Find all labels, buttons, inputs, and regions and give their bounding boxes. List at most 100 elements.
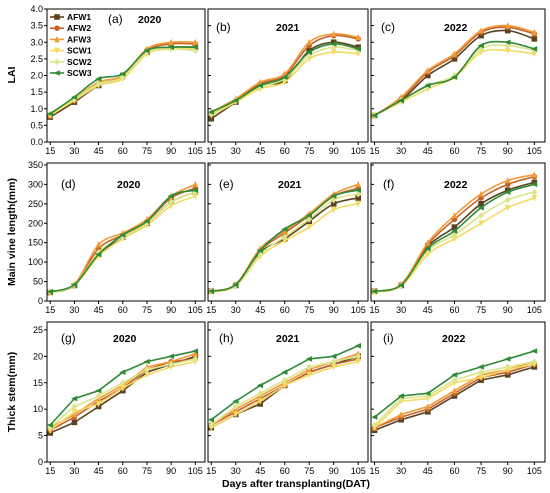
y-axis-title: LAI [6, 66, 18, 83]
data-point-scw1 [478, 49, 484, 56]
data-point-afw1 [504, 187, 511, 194]
data-point-afw1 [531, 36, 538, 42]
y-tick-label: 20 [33, 351, 43, 361]
x-tick-label: 30 [69, 305, 79, 315]
x-tick-label: 105 [527, 305, 542, 315]
panel-year-label: 2020 [138, 14, 162, 26]
y-tick-label: 300 [28, 179, 43, 189]
x-tick-label: 105 [527, 146, 542, 156]
data-point-scw3 [397, 393, 404, 399]
data-point-scw3 [305, 212, 313, 219]
data-point-scw3 [281, 369, 288, 375]
data-point-afw3 [281, 227, 288, 234]
legend-label: SCW3 [67, 68, 92, 78]
x-tick-label: 60 [280, 146, 290, 156]
data-point-afw1 [425, 72, 431, 79]
data-point-scw2 [208, 110, 215, 118]
panel: 15 30 45 60 75 90 105 (c) 2022 [370, 8, 546, 156]
data-point-afw3 [95, 241, 102, 248]
x-tick-label: 30 [396, 146, 406, 156]
data-point-scw3 [143, 358, 150, 365]
data-point-scw2 [531, 358, 538, 366]
data-point-scw1 [144, 372, 150, 379]
data-point-scw1 [330, 364, 337, 371]
x-tick-label: 60 [118, 466, 128, 476]
y-tick-label: 350 [28, 160, 43, 170]
x-tick-label: 30 [231, 146, 241, 156]
data-point-scw3 [95, 76, 102, 82]
data-point-afw3 [425, 67, 431, 74]
data-point-scw1 [504, 204, 511, 212]
x-tick-label: 60 [118, 305, 128, 315]
data-point-scw3 [281, 226, 288, 232]
data-point-scw1 [330, 49, 337, 56]
legend-entry: AFW2 [50, 23, 91, 33]
panel-frame [46, 321, 206, 463]
data-point-afw1 [306, 47, 313, 54]
data-point-scw1 [168, 202, 174, 210]
x-tick-label: 105 [351, 305, 366, 315]
data-point-scw1 [504, 47, 511, 54]
data-point-scw2 [281, 233, 288, 241]
x-tick-label: 60 [449, 146, 459, 156]
data-point-afw3 [355, 33, 362, 41]
data-point-scw3 [46, 288, 54, 295]
data-point-scw3 [191, 44, 199, 51]
x-tick-label: 60 [449, 305, 459, 315]
y-tick-label: 2.0 [30, 71, 43, 81]
y-tick-label: 0.0 [30, 137, 43, 147]
x-tick-label: 30 [396, 305, 406, 315]
data-point-scw3 [504, 356, 511, 362]
data-point-scw2 [306, 363, 313, 371]
data-point-afw1 [531, 179, 538, 186]
data-point-afw3 [192, 38, 199, 46]
data-point-scw3 [167, 193, 174, 199]
data-point-scw2 [119, 233, 126, 241]
y-tick-label: 50 [33, 277, 43, 287]
data-point-scw2 [330, 358, 337, 366]
data-point-scw3 [424, 390, 431, 397]
x-tick-label: 15 [206, 305, 216, 315]
data-point-scw3 [354, 342, 362, 349]
data-point-scw1 [330, 206, 337, 214]
data-point-scw3 [305, 49, 313, 56]
x-tick-label: 60 [118, 146, 128, 156]
data-point-scw1 [306, 224, 313, 231]
x-tick-label: 30 [69, 466, 79, 476]
data-point-afw1 [71, 419, 78, 426]
data-point-afw1 [478, 201, 484, 207]
x-tick-label: 15 [370, 146, 380, 156]
panel-label: (i) [383, 331, 394, 345]
panel: 15 30 45 60 75 90 105 (i) 2022 [370, 321, 546, 476]
y-tick-label: 250 [28, 199, 43, 209]
data-point-scw3 [167, 44, 174, 51]
x-tick-label: 90 [503, 146, 513, 156]
x-tick-label: 45 [423, 466, 433, 476]
data-point-scw3 [143, 218, 150, 225]
x-tick-label: 45 [423, 146, 433, 156]
data-point-afw3 [192, 180, 199, 188]
x-tick-label: 75 [304, 466, 314, 476]
data-point-afw3 [330, 30, 337, 37]
data-point-scw3 [71, 395, 78, 402]
x-tick-label: 15 [370, 466, 380, 476]
data-point-afw3 [504, 177, 511, 184]
data-point-afw3 [531, 28, 538, 36]
panel-year-label: 2020 [117, 179, 141, 191]
data-point-afw3 [192, 350, 199, 357]
data-point-scw3 [330, 41, 337, 47]
y-tick-label: 25 [33, 325, 43, 335]
data-point-scw2 [95, 392, 102, 400]
x-tick-label: 90 [329, 146, 339, 156]
x-tick-label: 75 [476, 146, 486, 156]
x-tick-label: 75 [476, 466, 486, 476]
data-point-scw3 [424, 82, 431, 89]
x-tick-label: 90 [166, 466, 176, 476]
panel-label: (d) [61, 177, 76, 191]
panel-frame [207, 162, 369, 302]
panel: 15 30 45 60 75 90 105 (a) 2020 [44, 8, 206, 156]
data-point-afw3 [355, 180, 362, 188]
legend-label: SCW1 [67, 46, 92, 56]
data-point-afw1 [504, 27, 511, 34]
data-point-scw2 [144, 219, 150, 227]
